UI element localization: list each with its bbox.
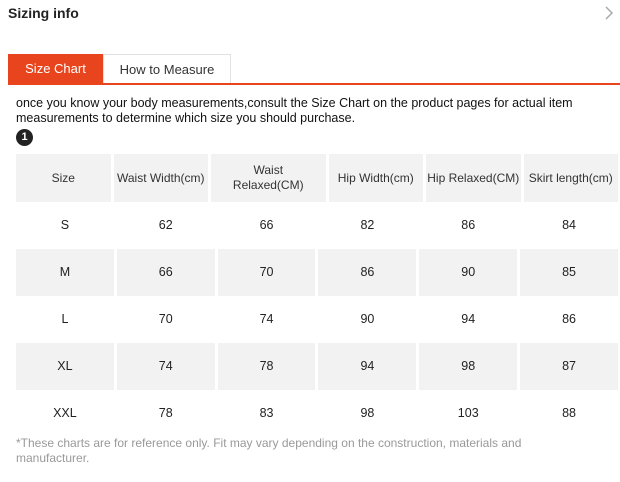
tab-how-to-measure[interactable]: How to Measure bbox=[103, 54, 231, 83]
table-row: S 62 66 82 86 84 bbox=[16, 202, 618, 249]
cell-size: M bbox=[16, 249, 114, 296]
cell-waist-width: 66 bbox=[116, 249, 215, 296]
cell-waist-width: 78 bbox=[158, 406, 173, 420]
cell-hip-relaxed: 94 bbox=[461, 312, 476, 326]
header-skirt-length: Skirt length(cm) bbox=[523, 154, 618, 202]
step-badge: 1 bbox=[16, 129, 33, 146]
cell-waist-relaxed: 70 bbox=[217, 249, 316, 296]
header-hip-width: Hip Width(cm) bbox=[328, 154, 423, 202]
cell-waist-relaxed: 78 bbox=[217, 343, 316, 390]
table-row: M 66 70 86 90 85 bbox=[16, 249, 618, 296]
panel-header: Sizing info bbox=[0, 0, 620, 30]
header-waist-width: Waist Width(cm) bbox=[113, 154, 208, 202]
table-row: XL 74 78 94 98 87 bbox=[16, 343, 618, 390]
cell-skirt-length: 87 bbox=[520, 343, 618, 390]
cell-waist-width: 74 bbox=[116, 343, 215, 390]
header-size: Size bbox=[16, 154, 111, 202]
chevron-right-icon[interactable] bbox=[602, 5, 616, 21]
cell-waist-width: 70 bbox=[158, 312, 173, 326]
cell-skirt-length: 86 bbox=[562, 312, 576, 326]
cell-hip-width: 82 bbox=[360, 218, 375, 232]
header-waist-relaxed: Waist Relaxed(CM) bbox=[211, 154, 326, 202]
table-row: L 70 74 90 94 86 bbox=[16, 296, 618, 343]
cell-size: XL bbox=[16, 343, 114, 390]
cell-size: S bbox=[60, 218, 70, 232]
cell-waist-relaxed: 66 bbox=[259, 218, 274, 232]
cell-hip-width: 98 bbox=[360, 406, 375, 420]
header-hip-relaxed: Hip Relaxed(CM) bbox=[426, 154, 521, 202]
cell-skirt-length: 88 bbox=[562, 406, 576, 420]
table-header-row: Size Waist Width(cm) Waist Relaxed(CM) H… bbox=[16, 154, 618, 202]
cell-hip-width: 90 bbox=[360, 312, 375, 326]
table-row: XXL 78 83 98 103 88 bbox=[16, 390, 618, 437]
panel-title: Sizing info bbox=[8, 5, 79, 21]
tab-size-chart[interactable]: Size Chart bbox=[8, 54, 103, 83]
cell-hip-width: 86 bbox=[318, 249, 417, 296]
cell-skirt-length: 85 bbox=[520, 249, 618, 296]
cell-waist-width: 62 bbox=[158, 218, 173, 232]
size-chart-table: Size Waist Width(cm) Waist Relaxed(CM) H… bbox=[16, 154, 618, 437]
cell-hip-width: 94 bbox=[318, 343, 417, 390]
cell-hip-relaxed: 103 bbox=[457, 406, 479, 420]
cell-hip-relaxed: 90 bbox=[419, 249, 518, 296]
cell-size: L bbox=[61, 312, 69, 326]
cell-skirt-length: 84 bbox=[562, 218, 576, 232]
cell-waist-relaxed: 83 bbox=[259, 406, 274, 420]
cell-hip-relaxed: 86 bbox=[461, 218, 476, 232]
reference-footnote: *These charts are for reference only. Fi… bbox=[16, 436, 522, 465]
cell-hip-relaxed: 98 bbox=[419, 343, 518, 390]
cell-size: XXL bbox=[53, 406, 77, 420]
intro-text: once you know your body measurements,con… bbox=[16, 96, 573, 125]
cell-waist-relaxed: 74 bbox=[259, 312, 274, 326]
tab-bar: Size Chart How to Measure bbox=[8, 54, 620, 85]
